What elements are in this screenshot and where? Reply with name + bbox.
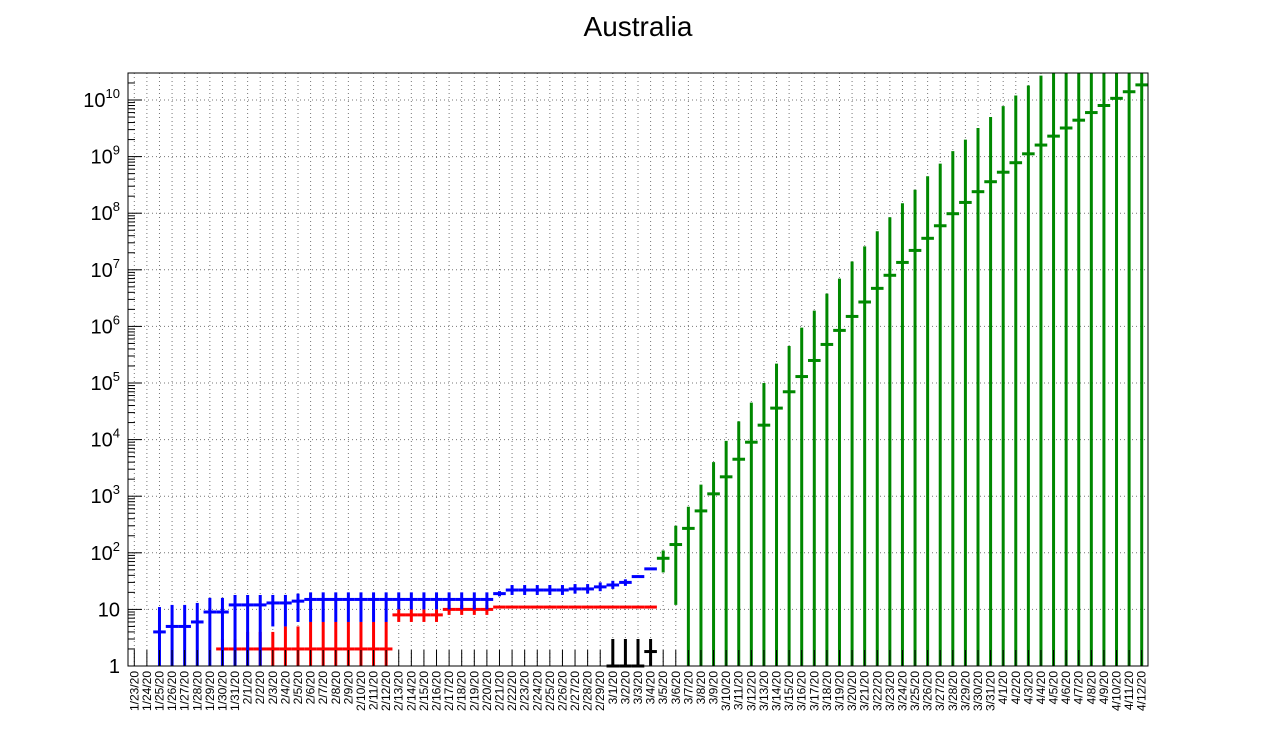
x-tick-label: 2/17/20	[442, 671, 456, 711]
y-tick-label: 105	[91, 369, 120, 395]
x-tick-label: 3/1/20	[606, 671, 620, 705]
x-tick-label: 4/7/20	[1072, 671, 1086, 705]
x-tick-label: 2/29/20	[593, 671, 607, 711]
x-tick-label: 2/22/20	[505, 671, 519, 711]
x-tick-label: 3/20/20	[845, 671, 859, 711]
x-tick-label: 4/6/20	[1059, 671, 1073, 705]
x-tick-label: 4/2/20	[1009, 671, 1023, 705]
x-tick-label: 3/31/20	[984, 671, 998, 711]
x-tick-label: 2/28/20	[581, 671, 595, 711]
x-tick-label: 4/10/20	[1110, 671, 1124, 711]
x-tick-label: 3/30/20	[971, 671, 985, 711]
x-tick-label: 3/7/20	[681, 671, 695, 705]
x-tick-label: 3/29/20	[958, 671, 972, 711]
x-tick-label: 2/11/20	[367, 671, 381, 710]
x-tick-label: 3/22/20	[870, 671, 884, 711]
x-tick-label: 2/23/20	[518, 671, 532, 711]
x-tick-label: 2/1/20	[241, 671, 255, 705]
x-tick-label: 1/25/20	[152, 671, 166, 711]
x-tick-label: 3/16/20	[795, 671, 809, 711]
x-tick-label: 3/15/20	[782, 671, 796, 711]
x-tick-label: 3/21/20	[858, 671, 872, 711]
x-tick-label: 2/6/20	[304, 671, 318, 705]
y-tick-label: 1	[109, 656, 120, 678]
x-tick-label: 2/14/20	[404, 671, 418, 711]
x-tick-label: 2/21/20	[492, 671, 506, 711]
x-tick-label: 3/26/20	[921, 671, 935, 711]
x-tick-label: 3/17/20	[807, 671, 821, 711]
y-tick-label: 102	[91, 539, 120, 565]
x-tick-label: 2/13/20	[392, 671, 406, 711]
x-tick-label: 2/5/20	[291, 671, 305, 705]
y-tick-label: 106	[91, 312, 120, 338]
x-tick-label: 3/5/20	[656, 671, 670, 705]
x-tick-label: 2/20/20	[480, 671, 494, 711]
x-tick-label: 3/2/20	[618, 671, 632, 705]
y-tick-label: 103	[91, 482, 120, 508]
x-tick-label: 2/2/20	[253, 671, 267, 705]
x-tick-label: 2/12/20	[379, 671, 393, 711]
x-tick-label: 4/12/20	[1135, 671, 1149, 711]
x-tick-label: 3/27/20	[933, 671, 947, 711]
y-axis: 1 10 102 103 104 105 106 107 108 109 1010	[83, 72, 142, 678]
x-tick-label: 4/1/20	[996, 671, 1010, 705]
x-tick-label: 1/27/20	[178, 671, 192, 711]
x-tick-label: 1/26/20	[165, 671, 179, 711]
x-tick-label: 3/23/20	[883, 671, 897, 711]
x-tick-label: 3/6/20	[669, 671, 683, 705]
x-tick-label: 3/25/20	[908, 671, 922, 711]
x-tick-label: 2/3/20	[266, 671, 280, 705]
x-tick-label: 4/4/20	[1034, 671, 1048, 705]
x-tick-label: 4/11/20	[1122, 671, 1136, 710]
x-tick-label: 2/27/20	[568, 671, 582, 711]
y-tick-label: 1010	[83, 86, 120, 112]
y-tick-label: 107	[91, 256, 120, 282]
x-tick-label: 2/25/20	[543, 671, 557, 711]
x-tick-label: 2/26/20	[555, 671, 569, 711]
x-tick-label: 1/23/20	[127, 671, 141, 711]
x-tick-label: 3/14/20	[770, 671, 784, 711]
x-tick-label: 2/7/20	[316, 671, 330, 705]
x-tick-label: 2/9/20	[341, 671, 355, 705]
x-tick-label: 3/12/20	[744, 671, 758, 711]
x-tick-label: 4/5/20	[1047, 671, 1061, 705]
x-tick-label: 3/9/20	[707, 671, 721, 705]
y-tick-label: 10	[98, 599, 120, 621]
x-tick-label: 2/4/20	[278, 671, 292, 705]
x-tick-label: 2/15/20	[417, 671, 431, 711]
y-tick-label: 109	[91, 143, 120, 169]
x-tick-label: 1/30/20	[215, 671, 229, 711]
data-marks	[153, 73, 1148, 668]
y-tick-label: 104	[91, 426, 120, 452]
y-tick-label: 108	[91, 199, 120, 225]
x-tick-label: 2/18/20	[455, 671, 469, 711]
chart-title: Australia	[584, 11, 693, 42]
x-tick-label: 4/8/20	[1084, 671, 1098, 705]
x-tick-label: 3/19/20	[832, 671, 846, 711]
series-group	[153, 567, 657, 666]
x-tick-label: 1/24/20	[140, 671, 154, 711]
x-tick-label: 3/18/20	[820, 671, 834, 711]
x-tick-label: 1/29/20	[203, 671, 217, 711]
x-tick-label: 2/16/20	[430, 671, 444, 711]
x-tick-label: 2/19/20	[467, 671, 481, 711]
x-tick-label: 3/28/20	[946, 671, 960, 711]
x-tick-label: 3/24/20	[895, 671, 909, 711]
x-tick-label: 1/28/20	[190, 671, 204, 711]
x-tick-label: 3/3/20	[631, 671, 645, 705]
x-tick-label: 3/4/20	[644, 671, 658, 705]
series-group	[656, 73, 1148, 666]
x-tick-label: 3/8/20	[694, 671, 708, 705]
x-tick-label: 4/3/20	[1021, 671, 1035, 705]
x-tick-label: 3/11/20	[732, 671, 746, 710]
x-tick-label: 3/13/20	[757, 671, 771, 711]
x-tick-label: 2/8/20	[329, 671, 343, 705]
x-tick-label: 2/24/20	[530, 671, 544, 711]
x-tick-label: 2/10/20	[354, 671, 368, 711]
x-tick-label: 1/31/20	[228, 671, 242, 711]
x-tick-label: 3/10/20	[719, 671, 733, 711]
x-axis: 1/23/201/24/201/25/201/26/201/27/201/28/…	[127, 650, 1149, 711]
x-tick-label: 4/9/20	[1097, 671, 1111, 705]
